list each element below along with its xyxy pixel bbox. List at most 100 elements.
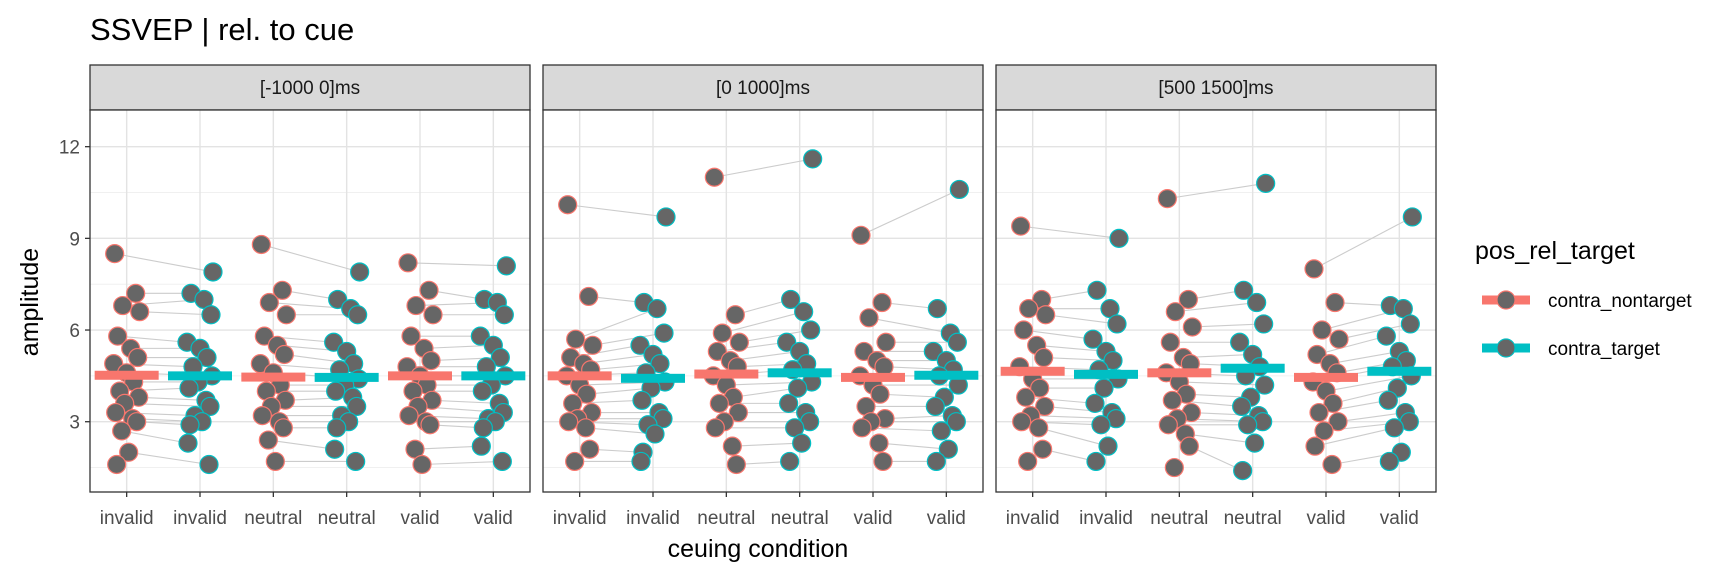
plot-background [996,110,1436,492]
data-point [1255,375,1275,395]
connecting-line [1044,405,1113,414]
connecting-line [1043,356,1114,362]
data-point [265,451,285,472]
data-point [1325,292,1345,313]
data-point [251,234,271,255]
legend-label: contra_target [1548,339,1661,360]
panels-layer: [-1000 0]ms invalid invalid neutral neutral v… [59,64,1437,529]
mean-bar [1147,368,1212,378]
data-point [780,451,800,472]
data-point [1085,393,1105,413]
data-point [722,436,742,456]
data-point [729,332,749,352]
data-point [1245,433,1265,453]
connecting-line [717,341,787,352]
data-point [923,341,943,362]
data-point [398,253,418,273]
data-point [107,454,127,475]
connecting-line [121,430,189,444]
mean-bar [168,371,232,381]
connecting-line [879,393,945,398]
connecting-line [1338,323,1411,340]
data-point [252,406,272,426]
data-point [494,305,514,325]
data-point [777,332,797,352]
data-point [870,384,890,404]
data-point [1178,289,1198,310]
panel-1: [-1000 0]ms invalid invalid neutral neutral v… [89,64,531,529]
data-point [1107,314,1127,334]
connecting-line [1313,216,1413,270]
connecting-line [128,451,210,466]
connecting-line [1020,225,1120,239]
data-point [645,424,665,444]
data-point [1230,332,1250,352]
data-point [1322,454,1342,475]
mean-bar [1000,366,1065,376]
data-point [326,381,346,401]
data-point [704,167,724,187]
data-point [180,415,200,435]
x-tick-label: invalid [100,508,154,529]
mean-bar [241,372,306,382]
data-point [854,341,874,362]
connecting-line [868,317,951,334]
connecting-line [567,204,667,218]
data-point [949,179,969,200]
mean-bar [841,372,905,382]
data-point [631,451,651,472]
connecting-line [421,460,503,466]
data-point [1030,378,1050,398]
data-point [471,436,491,456]
data-point [419,280,439,300]
data-point [327,418,347,438]
data-point [1232,396,1252,417]
data-point [258,430,278,450]
y-tick-label: 6 [69,321,80,342]
mean-bar [1294,372,1358,382]
data-point [656,207,676,227]
data-point [119,442,139,462]
data-point [200,396,220,417]
connecting-line [1189,445,1243,472]
data-point [1160,332,1180,352]
data-point [197,347,217,368]
data-point [794,302,814,322]
connecting-line [414,445,482,450]
data-point [1083,329,1103,349]
data-point [1011,216,1031,236]
x-tick-label: neutral [244,508,302,529]
data-point [1179,436,1199,456]
data-point [1402,207,1422,227]
connecting-line [139,311,212,316]
y-tick-label: 3 [69,413,80,434]
data-point [1035,396,1055,417]
legend-key-point [1496,338,1516,358]
connecting-line [739,329,811,343]
connecting-line [423,344,494,349]
connecting-line [1325,375,1412,392]
data-point [1256,173,1276,193]
connecting-line [860,188,960,236]
data-point [274,344,294,365]
data-point [1109,228,1129,248]
data-point [781,289,801,310]
connecting-line [407,262,507,267]
mean-bar [94,370,159,380]
data-point [490,347,510,368]
connecting-line [1332,387,1398,404]
connecting-line [1038,427,1109,447]
connecting-line [586,387,652,395]
data-point [1384,418,1404,438]
mean-bar [1220,363,1285,373]
data-point [105,244,125,264]
data-point [199,454,219,475]
facet-strip [89,64,531,111]
legend-key-point [1496,290,1516,310]
data-point [473,418,493,438]
data-point [1157,189,1177,209]
connecting-line [1025,396,1096,404]
connecting-line [878,442,949,450]
